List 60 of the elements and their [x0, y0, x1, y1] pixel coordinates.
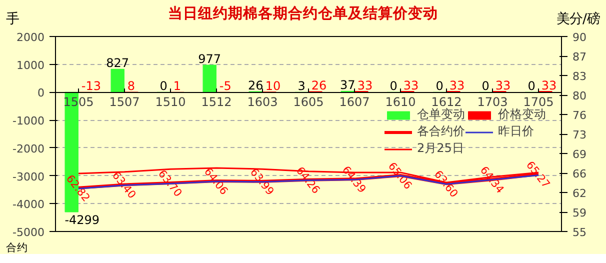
y2-tick-label: 59 — [572, 206, 586, 220]
data-label: 8 — [127, 78, 136, 93]
x-axis-title: 合约 — [6, 240, 28, 256]
y-tick-label: -5000 — [12, 226, 45, 239]
y-tick-label: 1000 — [16, 58, 45, 72]
data-label: 33 — [541, 78, 557, 92]
data-label: 0 — [160, 79, 168, 94]
data-label: 33 — [449, 78, 465, 92]
y2-tick-label: 66 — [572, 168, 586, 180]
y2-tick-label: 87 — [572, 50, 586, 64]
x-tick-label: 1610 — [385, 95, 416, 110]
data-label: 10 — [265, 78, 281, 93]
legend-label: 价格变动 — [498, 106, 546, 123]
y2-tick-label: 62 — [572, 187, 586, 200]
data-label: 827 — [106, 56, 130, 70]
data-label: -13 — [81, 79, 102, 94]
data-label: 33 — [495, 78, 511, 92]
data-label: 3 — [298, 79, 306, 94]
y2-tick-label: 80 — [572, 90, 586, 102]
x-tick-label: 1507 — [109, 95, 140, 110]
y2-tick-label: 83 — [572, 70, 586, 83]
x-tick-label: 1605 — [293, 95, 324, 110]
legend-label: 2月25日 — [417, 140, 464, 157]
y2-tick-label: 90 — [572, 31, 586, 44]
y-tick-label: -4000 — [12, 198, 45, 212]
y-axis-title: 手 — [6, 10, 19, 29]
y-tick-label: -3000 — [12, 170, 45, 184]
y2-axis-title: 美分/磅 — [556, 10, 600, 29]
y2-tick-label: 76 — [572, 109, 586, 122]
data-label: 0 — [528, 79, 536, 94]
x-tick-label: 1703 — [477, 95, 508, 110]
y2-tick-label: 55 — [572, 226, 586, 239]
legend-label: 仓单变动 — [417, 106, 465, 123]
data-label: 26 — [248, 78, 264, 92]
data-label: 1 — [173, 79, 182, 94]
x-tick-label: 1603 — [247, 95, 278, 110]
legend-label: 各合约价 — [417, 123, 465, 140]
data-label: 0 — [390, 79, 398, 94]
legend-label: 昨日价 — [498, 123, 534, 140]
y2-tick-label: 73 — [572, 128, 586, 142]
data-label: 33 — [357, 78, 373, 92]
x-tick-label: 1510 — [155, 95, 186, 110]
data-label: 37 — [340, 78, 356, 92]
y-tick-label: 2000 — [16, 31, 45, 44]
data-label: 977 — [198, 52, 222, 66]
data-label: 0 — [436, 79, 444, 94]
data-label: -5 — [219, 79, 232, 94]
x-tick-label: 1612 — [431, 95, 462, 110]
data-label: -4299 — [64, 212, 100, 227]
y2-tick-label: 69 — [572, 148, 586, 161]
x-tick-label: 1705 — [523, 95, 554, 110]
y-tick-label: -1000 — [12, 114, 45, 128]
data-label: 33 — [403, 78, 419, 92]
chart-title: 当日纽约期棉各期合约仓单及结算价变动 — [168, 5, 438, 22]
y-tick-label: 0 — [38, 86, 44, 100]
x-tick-label: 1607 — [339, 95, 370, 110]
data-label: 0 — [482, 79, 490, 94]
x-tick-label: 1512 — [201, 95, 232, 110]
y-tick-label: -2000 — [12, 142, 45, 156]
data-label: 26 — [311, 78, 327, 92]
